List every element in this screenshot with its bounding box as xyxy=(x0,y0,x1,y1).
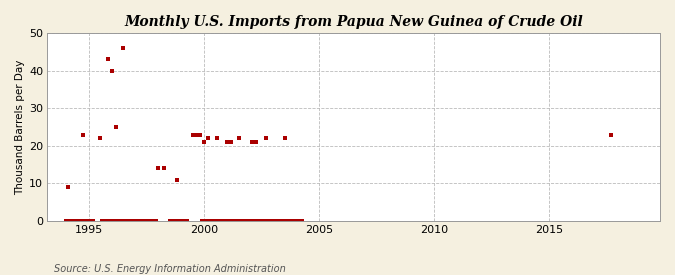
Title: Monthly U.S. Imports from Papua New Guinea of Crude Oil: Monthly U.S. Imports from Papua New Guin… xyxy=(124,15,583,29)
Y-axis label: Thousand Barrels per Day: Thousand Barrels per Day xyxy=(15,59,25,195)
Text: Source: U.S. Energy Information Administration: Source: U.S. Energy Information Administ… xyxy=(54,264,286,274)
